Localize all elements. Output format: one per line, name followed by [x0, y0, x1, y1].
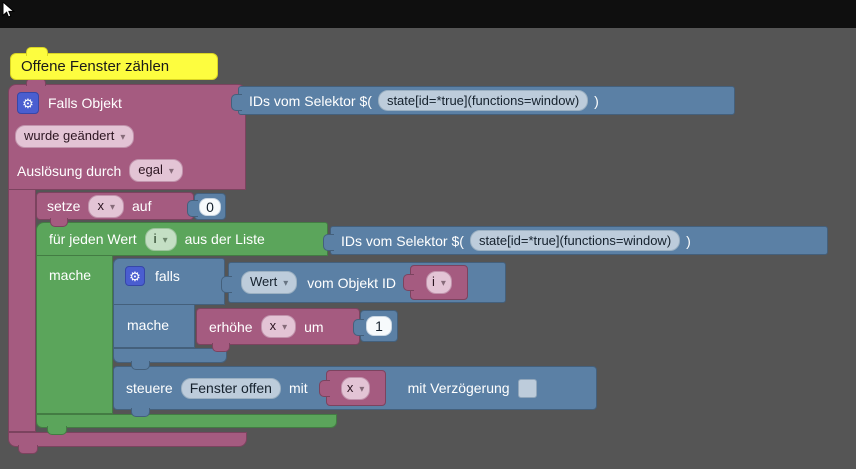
foreach-do-label: mache — [49, 267, 92, 283]
control-label: steuere — [126, 380, 173, 396]
trigger-block-foot[interactable] — [8, 432, 247, 447]
number-field[interactable]: 0 — [199, 197, 221, 216]
variable-dropdown[interactable]: i — [425, 271, 452, 294]
set-to-label: auf — [132, 198, 152, 214]
foreach-block-foot[interactable] — [36, 414, 337, 428]
connector-bump — [18, 445, 38, 454]
selector-prefix: IDs vom Selektor $( — [249, 92, 372, 109]
selector-prefix: IDs vom Selektor $( — [341, 232, 464, 249]
value-connector-tab — [318, 380, 330, 397]
if-block-spine[interactable]: mache — [113, 305, 195, 348]
comment-text: Offene Fenster zählen — [21, 58, 170, 75]
number-field[interactable]: 1 — [366, 316, 392, 336]
foreach-block[interactable]: für jeden Wert i aus der Liste — [36, 222, 328, 256]
if-block[interactable]: falls — [113, 258, 225, 305]
connector-bump — [131, 361, 150, 370]
set-variable-block[interactable]: setze x auf — [36, 192, 194, 220]
connector-bump — [50, 218, 68, 227]
value-connector-tab — [353, 319, 364, 336]
control-block[interactable]: steuere Fenster offen mit x mit Verzöger… — [113, 366, 597, 410]
increment-block[interactable]: erhöhe x um — [196, 308, 360, 345]
increment-variable-dropdown[interactable]: x — [260, 315, 297, 338]
comment-block[interactable]: Offene Fenster zählen — [10, 53, 218, 80]
object-id-label: vom Objekt ID — [307, 274, 396, 291]
selector-suffix: ) — [686, 232, 691, 249]
control-delay-label: mit Verzögerung — [407, 380, 510, 396]
mutator-gear-icon[interactable] — [125, 266, 145, 286]
variable-dropdown[interactable]: x — [340, 376, 371, 400]
selector-value-field[interactable]: state[id=*true](functions=window) — [469, 230, 681, 251]
if-do-label: mache — [127, 317, 170, 333]
mutator-gear-icon[interactable] — [17, 92, 39, 114]
trigger-reason-dropdown[interactable]: egal — [129, 159, 183, 182]
loop-variable-dropdown[interactable]: i — [144, 227, 177, 251]
mouse-cursor-icon — [2, 2, 16, 18]
foreach-block-spine[interactable]: mache — [36, 256, 113, 414]
foreach-label: für jeden Wert — [49, 231, 137, 247]
trigger-reason-label: Auslösung durch — [17, 162, 122, 179]
if-label: falls — [155, 268, 180, 284]
delay-checkbox[interactable] — [517, 378, 537, 398]
selector-suffix: ) — [594, 92, 599, 109]
value-connector-tab — [187, 200, 198, 217]
trigger-block[interactable]: Falls Objekt wurde geändert Auslösung du… — [8, 84, 246, 190]
variable-block-x[interactable]: x — [318, 370, 386, 406]
number-block-0[interactable]: 0 — [187, 193, 226, 220]
selector-block-2[interactable]: IDs vom Selektor $( state[id=*true](func… — [323, 226, 828, 255]
connector-bump — [47, 426, 67, 435]
connector-bump — [212, 343, 230, 352]
control-with-label: mit — [288, 380, 308, 396]
trigger-title: Falls Objekt — [48, 95, 122, 111]
value-connector-tab — [221, 276, 232, 293]
value-connector-tab — [323, 234, 334, 251]
get-value-block[interactable]: Wert vom Objekt ID i — [221, 262, 506, 303]
set-variable-dropdown[interactable]: x — [88, 194, 124, 218]
foreach-list-label: aus der Liste — [184, 231, 265, 247]
value-type-dropdown[interactable]: Wert — [241, 271, 298, 294]
value-connector-tab — [402, 274, 414, 291]
value-connector-tab — [231, 94, 242, 111]
if-block-foot[interactable] — [113, 348, 227, 363]
selector-block-1[interactable]: IDs vom Selektor $( state[id=*true](func… — [231, 86, 735, 115]
control-object-id-field[interactable]: Fenster offen — [180, 377, 281, 399]
set-label: setze — [47, 198, 81, 214]
increment-label: erhöhe — [209, 318, 253, 335]
event-type-dropdown[interactable]: wurde geändert — [15, 125, 135, 148]
selector-value-field[interactable]: state[id=*true](functions=window) — [377, 90, 589, 111]
increment-by-label: um — [304, 318, 324, 335]
trigger-block-spine[interactable] — [8, 190, 36, 432]
connector-bump — [131, 408, 150, 417]
connector-bump — [26, 47, 48, 56]
number-block-1[interactable]: 1 — [353, 310, 398, 342]
blockly-workspace[interactable]: Offene Fenster zählen Falls Objekt wurde… — [0, 28, 856, 469]
variable-block-i[interactable]: i — [402, 265, 468, 300]
top-bar — [0, 0, 856, 28]
